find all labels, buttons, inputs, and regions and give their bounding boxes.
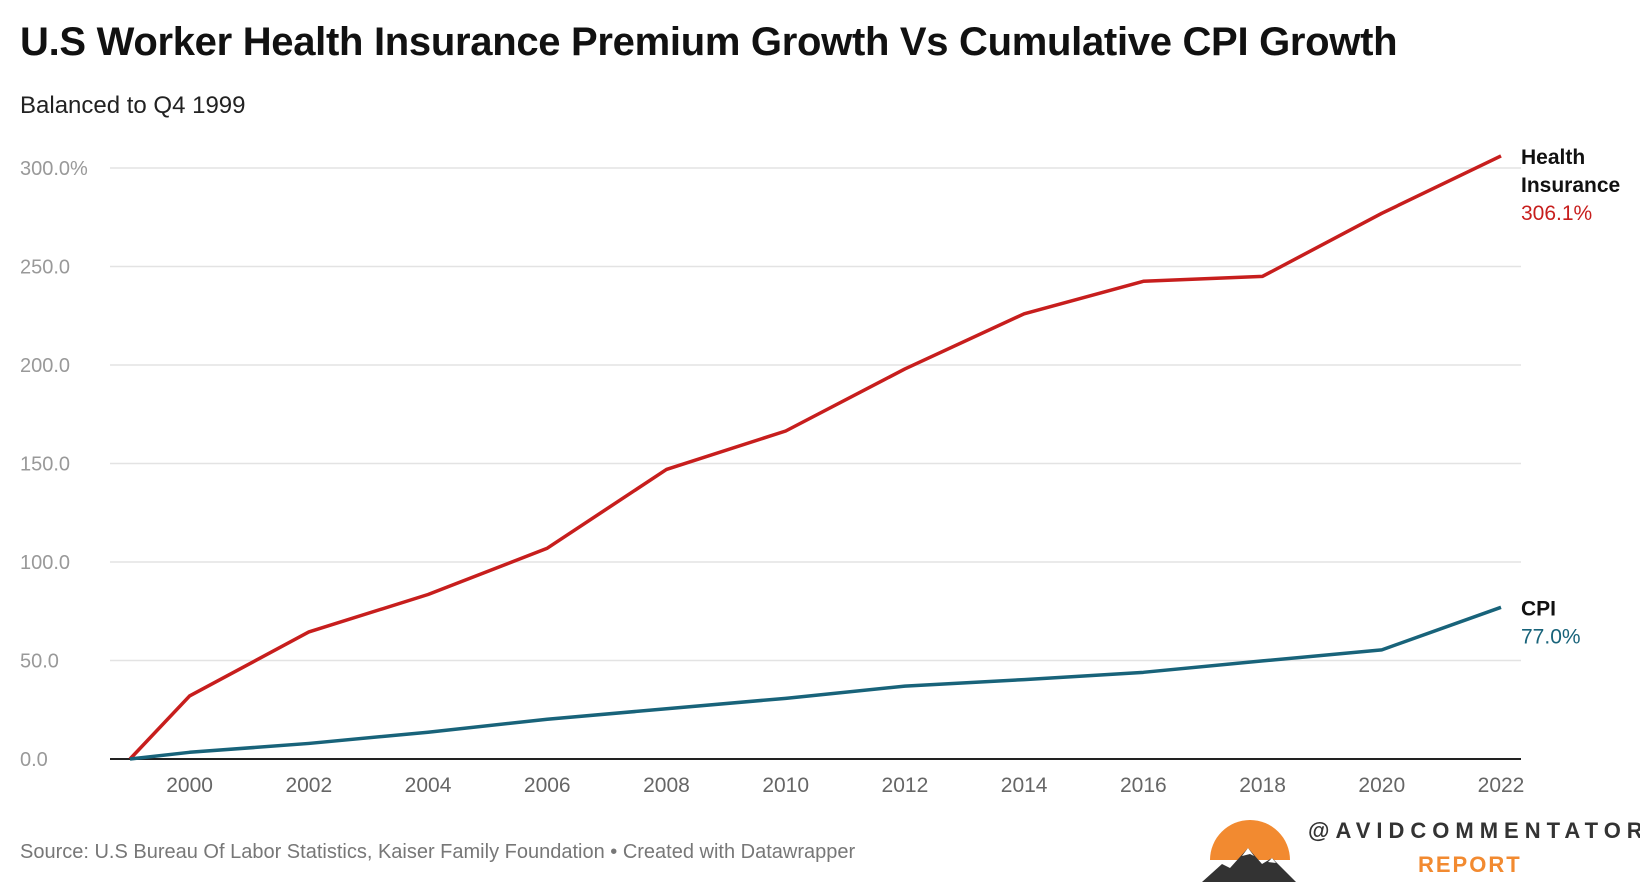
x-tick-label: 2000 <box>166 774 213 797</box>
y-tick-label: 50.0 <box>20 651 59 673</box>
y-tick-label: 150.0 <box>20 454 70 476</box>
series-line-cpi <box>129 605 1502 761</box>
brand-logo: @AVIDCOMMENTATOR REPORT <box>1200 812 1640 882</box>
y-tick-label: 300.0% <box>20 158 88 180</box>
line-chart: 0.0 50.0 100.0 150.0 200.0 250.0 300.0% 2000 200… <box>20 146 1620 797</box>
chart-subtitle: Balanced to Q4 1999 <box>20 92 246 119</box>
y-tick-label: 100.0 <box>20 552 70 574</box>
x-tick-label: 2004 <box>405 774 452 797</box>
series-end-value: 77.0% <box>1521 625 1581 648</box>
x-tick-label: 2012 <box>882 774 929 797</box>
y-tick-label: 200.0 <box>20 355 70 377</box>
series-line-health-insurance <box>128 154 1502 761</box>
y-tick-label: 0.0 <box>20 749 48 771</box>
x-tick-label: 2018 <box>1239 774 1286 797</box>
x-tick-label: 2006 <box>524 774 571 797</box>
x-tick-label: 2002 <box>285 774 332 797</box>
series-label: Health <box>1521 146 1585 169</box>
logo-report: REPORT <box>1418 852 1522 877</box>
chart-title: U.S Worker Health Insurance Premium Grow… <box>20 20 1398 64</box>
mountain-sun-icon <box>1202 820 1296 882</box>
x-tick-label: 2008 <box>643 774 690 797</box>
y-tick-label: 250.0 <box>20 257 70 279</box>
x-tick-label: 2016 <box>1120 774 1167 797</box>
x-tick-label: 2010 <box>762 774 809 797</box>
series-end-value: 306.1% <box>1521 202 1592 225</box>
x-tick-label: 2014 <box>1001 774 1048 797</box>
logo-handle: @AVIDCOMMENTATOR <box>1308 818 1640 843</box>
x-tick-label: 2020 <box>1358 774 1405 797</box>
series-label: Insurance <box>1521 174 1620 197</box>
series-label: CPI <box>1521 597 1556 620</box>
x-tick-label: 2022 <box>1478 774 1525 797</box>
source-note: Source: U.S Bureau Of Labor Statistics, … <box>20 841 856 863</box>
